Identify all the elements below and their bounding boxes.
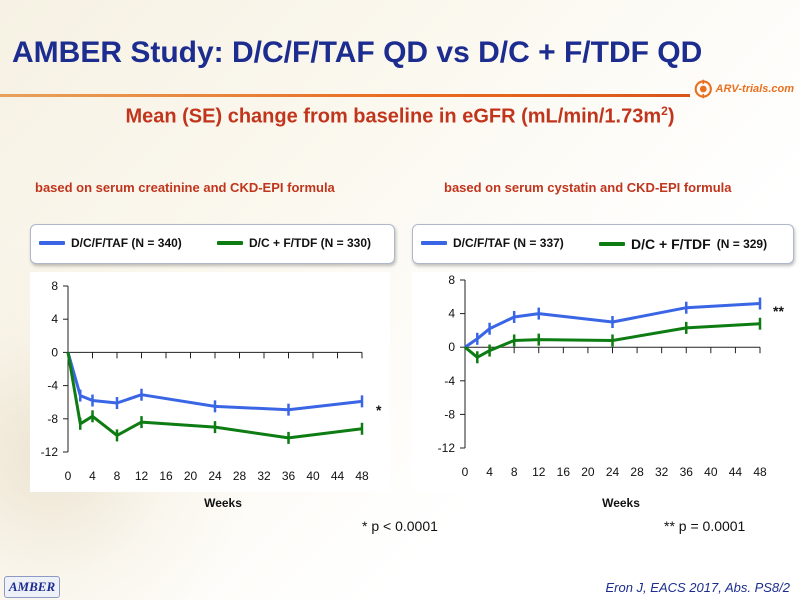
left-y-tick-label: 8 [51, 279, 58, 293]
legend-swatch-green [599, 242, 625, 246]
arv-trials-logo[interactable]: ARV-trials.com [694, 78, 794, 100]
left-x-tick-label: 4 [89, 469, 96, 483]
legend-item-taf: D/C/F/TAF (N = 337) [421, 236, 564, 250]
legend-label: D/C + F/TDF (N = 330) [249, 236, 372, 250]
legend-swatch-blue [39, 241, 65, 245]
left-significance-marker: * [376, 402, 382, 418]
legend-label: D/C/F/TAF (N = 337) [453, 236, 564, 250]
left-x-tick-label: 36 [282, 469, 296, 483]
citation: Eron J, EACS 2017, Abs. PS8/2 [605, 580, 790, 595]
right-panel-title: based on serum cystatin and CKD-EPI form… [444, 180, 732, 195]
left-x-tick-label: 0 [65, 469, 72, 483]
legend-label: D/C/F/TAF (N = 340) [71, 236, 182, 250]
right-x-tick-label: 24 [606, 465, 620, 479]
left-y-tick-label: 0 [51, 345, 58, 359]
left-y-tick-label: 4 [51, 312, 58, 326]
right-x-tick-label: 28 [630, 465, 644, 479]
left-x-tick-label: 40 [306, 469, 320, 483]
right-x-tick-label: 0 [462, 465, 469, 479]
left-y-tick-label: -8 [47, 412, 58, 426]
right-series-line-tdf [464, 322, 761, 359]
chart-subtitle: Mean (SE) change from baseline in eGFR (… [0, 104, 800, 129]
right-x-tick-label: 36 [680, 465, 694, 479]
left-x-tick-label: 16 [159, 469, 173, 483]
left-x-tick-label: 20 [184, 469, 198, 483]
right-x-tick-label: 40 [704, 465, 718, 479]
right-y-tick-label: -4 [444, 374, 455, 388]
subtitle-close: ) [667, 105, 675, 128]
right-pvalue-note: ** p = 0.0001 [664, 518, 746, 534]
right-x-tick-label: 12 [532, 465, 546, 479]
left-x-tick-label: 44 [331, 469, 345, 483]
arv-trials-logo-icon [694, 79, 712, 99]
right-x-tick-label: 20 [581, 465, 595, 479]
legend-label: D/C + F/TDF [631, 236, 711, 252]
left-legend: D/C/F/TAF (N = 340) D/C + F/TDF (N = 330… [30, 224, 395, 264]
right-y-tick-label: 4 [448, 307, 455, 321]
left-x-tick-label: 48 [355, 469, 369, 483]
right-x-tick-label: 4 [486, 465, 493, 479]
left-x-tick-label: 12 [135, 469, 149, 483]
left-panel-title: based on serum creatinine and CKD-EPI fo… [35, 180, 335, 195]
left-pvalue-note: * p < 0.0001 [362, 518, 438, 534]
right-plot-background [412, 272, 792, 492]
slide-title: AMBER Study: D/C/F/TAF QD vs D/C + F/TDF… [12, 36, 703, 69]
legend-item-tdf: D/C + F/TDF (N = 329) [599, 236, 767, 252]
left-series-line-taf [66, 351, 363, 412]
left-series-line-tdf [66, 352, 363, 440]
subtitle-superscript: 2 [661, 104, 668, 118]
right-y-tick-label: 8 [448, 273, 455, 287]
left-x-tick-label: 24 [208, 469, 222, 483]
legend-item-tdf: D/C + F/TDF (N = 330) [217, 236, 371, 250]
right-y-tick-label: -12 [438, 441, 456, 455]
legend-swatch-blue [421, 241, 447, 245]
subtitle-main: Mean (SE) change from baseline in eGFR (… [125, 105, 662, 128]
right-x-tick-label: 44 [729, 465, 743, 479]
right-significance-marker: ** [773, 303, 784, 319]
right-y-tick-label: 0 [448, 340, 455, 354]
right-x-axis-label: Weeks [602, 496, 640, 510]
right-x-tick-label: 48 [753, 465, 767, 479]
legend-label-n: (N = 329) [716, 237, 768, 251]
amber-badge: AMBER [4, 576, 60, 598]
right-series-line-taf [464, 302, 761, 349]
left-y-tick-label: -12 [41, 445, 59, 459]
title-divider [0, 94, 690, 97]
left-x-axis-label: Weeks [204, 496, 242, 510]
legend-item-taf: D/C/F/TAF (N = 340) [39, 236, 182, 250]
left-x-tick-label: 8 [114, 469, 121, 483]
right-legend: D/C/F/TAF (N = 337) D/C + F/TDF (N = 329… [412, 224, 794, 264]
right-x-tick-label: 32 [655, 465, 669, 479]
right-y-tick-label: -8 [444, 407, 455, 421]
logo-text: ARV-trials.com [715, 83, 794, 95]
right-x-tick-label: 8 [511, 465, 518, 479]
left-x-tick-label: 32 [257, 469, 271, 483]
left-y-tick-label: -4 [47, 379, 58, 393]
left-plot-background [30, 272, 390, 492]
left-x-tick-label: 28 [233, 469, 247, 483]
right-x-tick-label: 16 [557, 465, 571, 479]
legend-swatch-green [217, 241, 243, 245]
